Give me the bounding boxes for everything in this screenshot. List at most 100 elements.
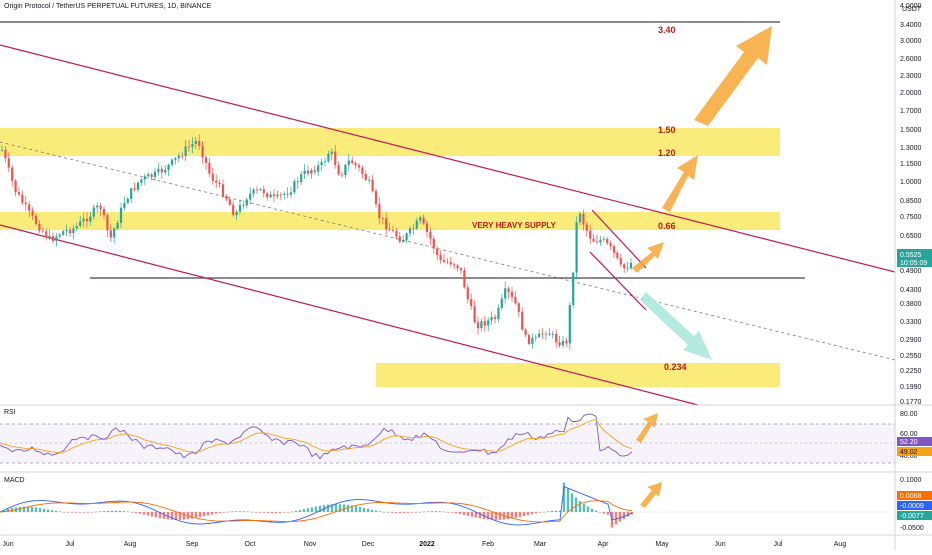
macd-hist-bar [582, 504, 586, 512]
macd-hist-bar [614, 512, 618, 525]
macd-hist-bar [410, 512, 414, 513]
candle-body [48, 236, 51, 238]
candle-body [446, 261, 449, 263]
candle-body [524, 329, 527, 335]
candle-body [344, 164, 347, 176]
candle-body [412, 228, 415, 230]
candle-body [0, 149, 4, 151]
candle-body [259, 189, 262, 191]
candle-body [136, 182, 140, 190]
candle-body [82, 218, 85, 222]
macd-hist-bar [18, 506, 22, 512]
price-axis[interactable]: 4.0000 3.4000 3.0000 2.6000 2.3000 2.0000 1.70… [900, 3, 922, 406]
candle-body [293, 181, 296, 193]
candle-body [102, 208, 106, 216]
label-target-1-50: 1.50 [658, 125, 676, 135]
price-tick-label: 1.3000 [900, 145, 922, 152]
candle-body [555, 333, 558, 343]
macd-hist-bar [194, 512, 198, 518]
candle-body [89, 216, 92, 222]
candle-body [544, 333, 548, 335]
macd-hist-bar [70, 512, 74, 513]
macd-hist-bar [438, 511, 442, 512]
macd-hist-bar [598, 512, 602, 513]
macd-hist-bar [286, 512, 290, 513]
macd-line [0, 485, 633, 526]
price-tick-label: 2.3000 [900, 73, 922, 80]
candle-body [21, 194, 24, 203]
macd-hist-bar [234, 511, 238, 512]
channel-upper-line[interactable] [0, 44, 896, 273]
macd-pane-label: MACD [4, 477, 25, 484]
price-tick-label: 1.1500 [900, 161, 922, 168]
rsi-value-badge: 52.20 [900, 439, 918, 446]
macd-hist-bar [314, 506, 318, 512]
macd-hist-bar [494, 512, 498, 520]
macd-hist-bar [594, 510, 598, 512]
wedge-upper-line[interactable] [591, 209, 647, 269]
candle-body [24, 202, 27, 205]
price-tick-label: 0.4900 [900, 268, 922, 275]
candle-body [351, 160, 354, 164]
macd-hist-bar [354, 506, 358, 512]
candle-body [548, 333, 551, 335]
candle-body [218, 182, 221, 185]
candle-body [68, 229, 72, 234]
candle-body [286, 193, 289, 195]
candle-body [289, 192, 293, 195]
price-tick-label: 2.6000 [900, 56, 922, 63]
rsi-tick-40: 40.00 [900, 453, 918, 460]
candle-body [514, 296, 517, 304]
macd-hist-bar [190, 512, 194, 519]
label-target-0-234: 0.234 [664, 362, 687, 372]
macd-hist-bar [278, 512, 282, 513]
macd-hist-bar [54, 510, 58, 512]
candle-body [463, 270, 466, 288]
time-tick-label: Aug [834, 541, 847, 548]
macd-hist-bar [406, 512, 410, 513]
candle-body [255, 189, 259, 191]
price-tick-label: 0.1990 [900, 384, 922, 391]
rsi-ma-value-badge: 49.02 [900, 449, 918, 456]
candle-body [517, 303, 520, 312]
candle-body [11, 167, 14, 181]
candle-body [38, 223, 41, 231]
candle-body [439, 254, 442, 261]
candle-body [92, 207, 95, 217]
candle-body [354, 163, 357, 166]
macd-hist-bar [526, 512, 530, 516]
time-axis[interactable]: Jun Jul Aug Sep Oct Nov Dec 2022 Feb Mar Apr May Jun… [2, 541, 846, 548]
candle-body [126, 198, 129, 203]
macd-hist-bar [566, 488, 570, 512]
candle-body [7, 158, 10, 168]
macd-hist-bar [606, 512, 610, 515]
time-tick-label: Jun [2, 541, 13, 548]
macd-hist-bar [74, 512, 78, 513]
time-tick-label: Jul [774, 541, 783, 548]
candle-body [551, 333, 554, 335]
macd-hist-bar [166, 512, 170, 520]
macd-hist-bar [26, 506, 30, 512]
candle-body [442, 260, 446, 262]
macd-hist-bar [242, 511, 246, 512]
macd-hist-bar [246, 511, 250, 513]
wedge-lower-line[interactable] [589, 251, 647, 311]
macd-hist-bar [370, 509, 374, 512]
rsi-line [0, 413, 633, 460]
channel-lower-line[interactable] [0, 224, 699, 406]
macd-hist-bar [398, 512, 402, 514]
candle-body [357, 165, 361, 168]
macd-hist-bar [386, 512, 390, 513]
candle-body [245, 199, 248, 206]
candle-body [157, 168, 160, 172]
candle-body [589, 230, 592, 239]
macd-signal-line [0, 500, 633, 523]
candle-body [541, 333, 544, 335]
macd-hist-bar [426, 511, 430, 512]
candle-body [119, 207, 123, 223]
price-tick-label: 0.3800 [900, 301, 922, 308]
macd-hist-bar [114, 510, 118, 512]
macd-hist-bar [102, 511, 106, 512]
